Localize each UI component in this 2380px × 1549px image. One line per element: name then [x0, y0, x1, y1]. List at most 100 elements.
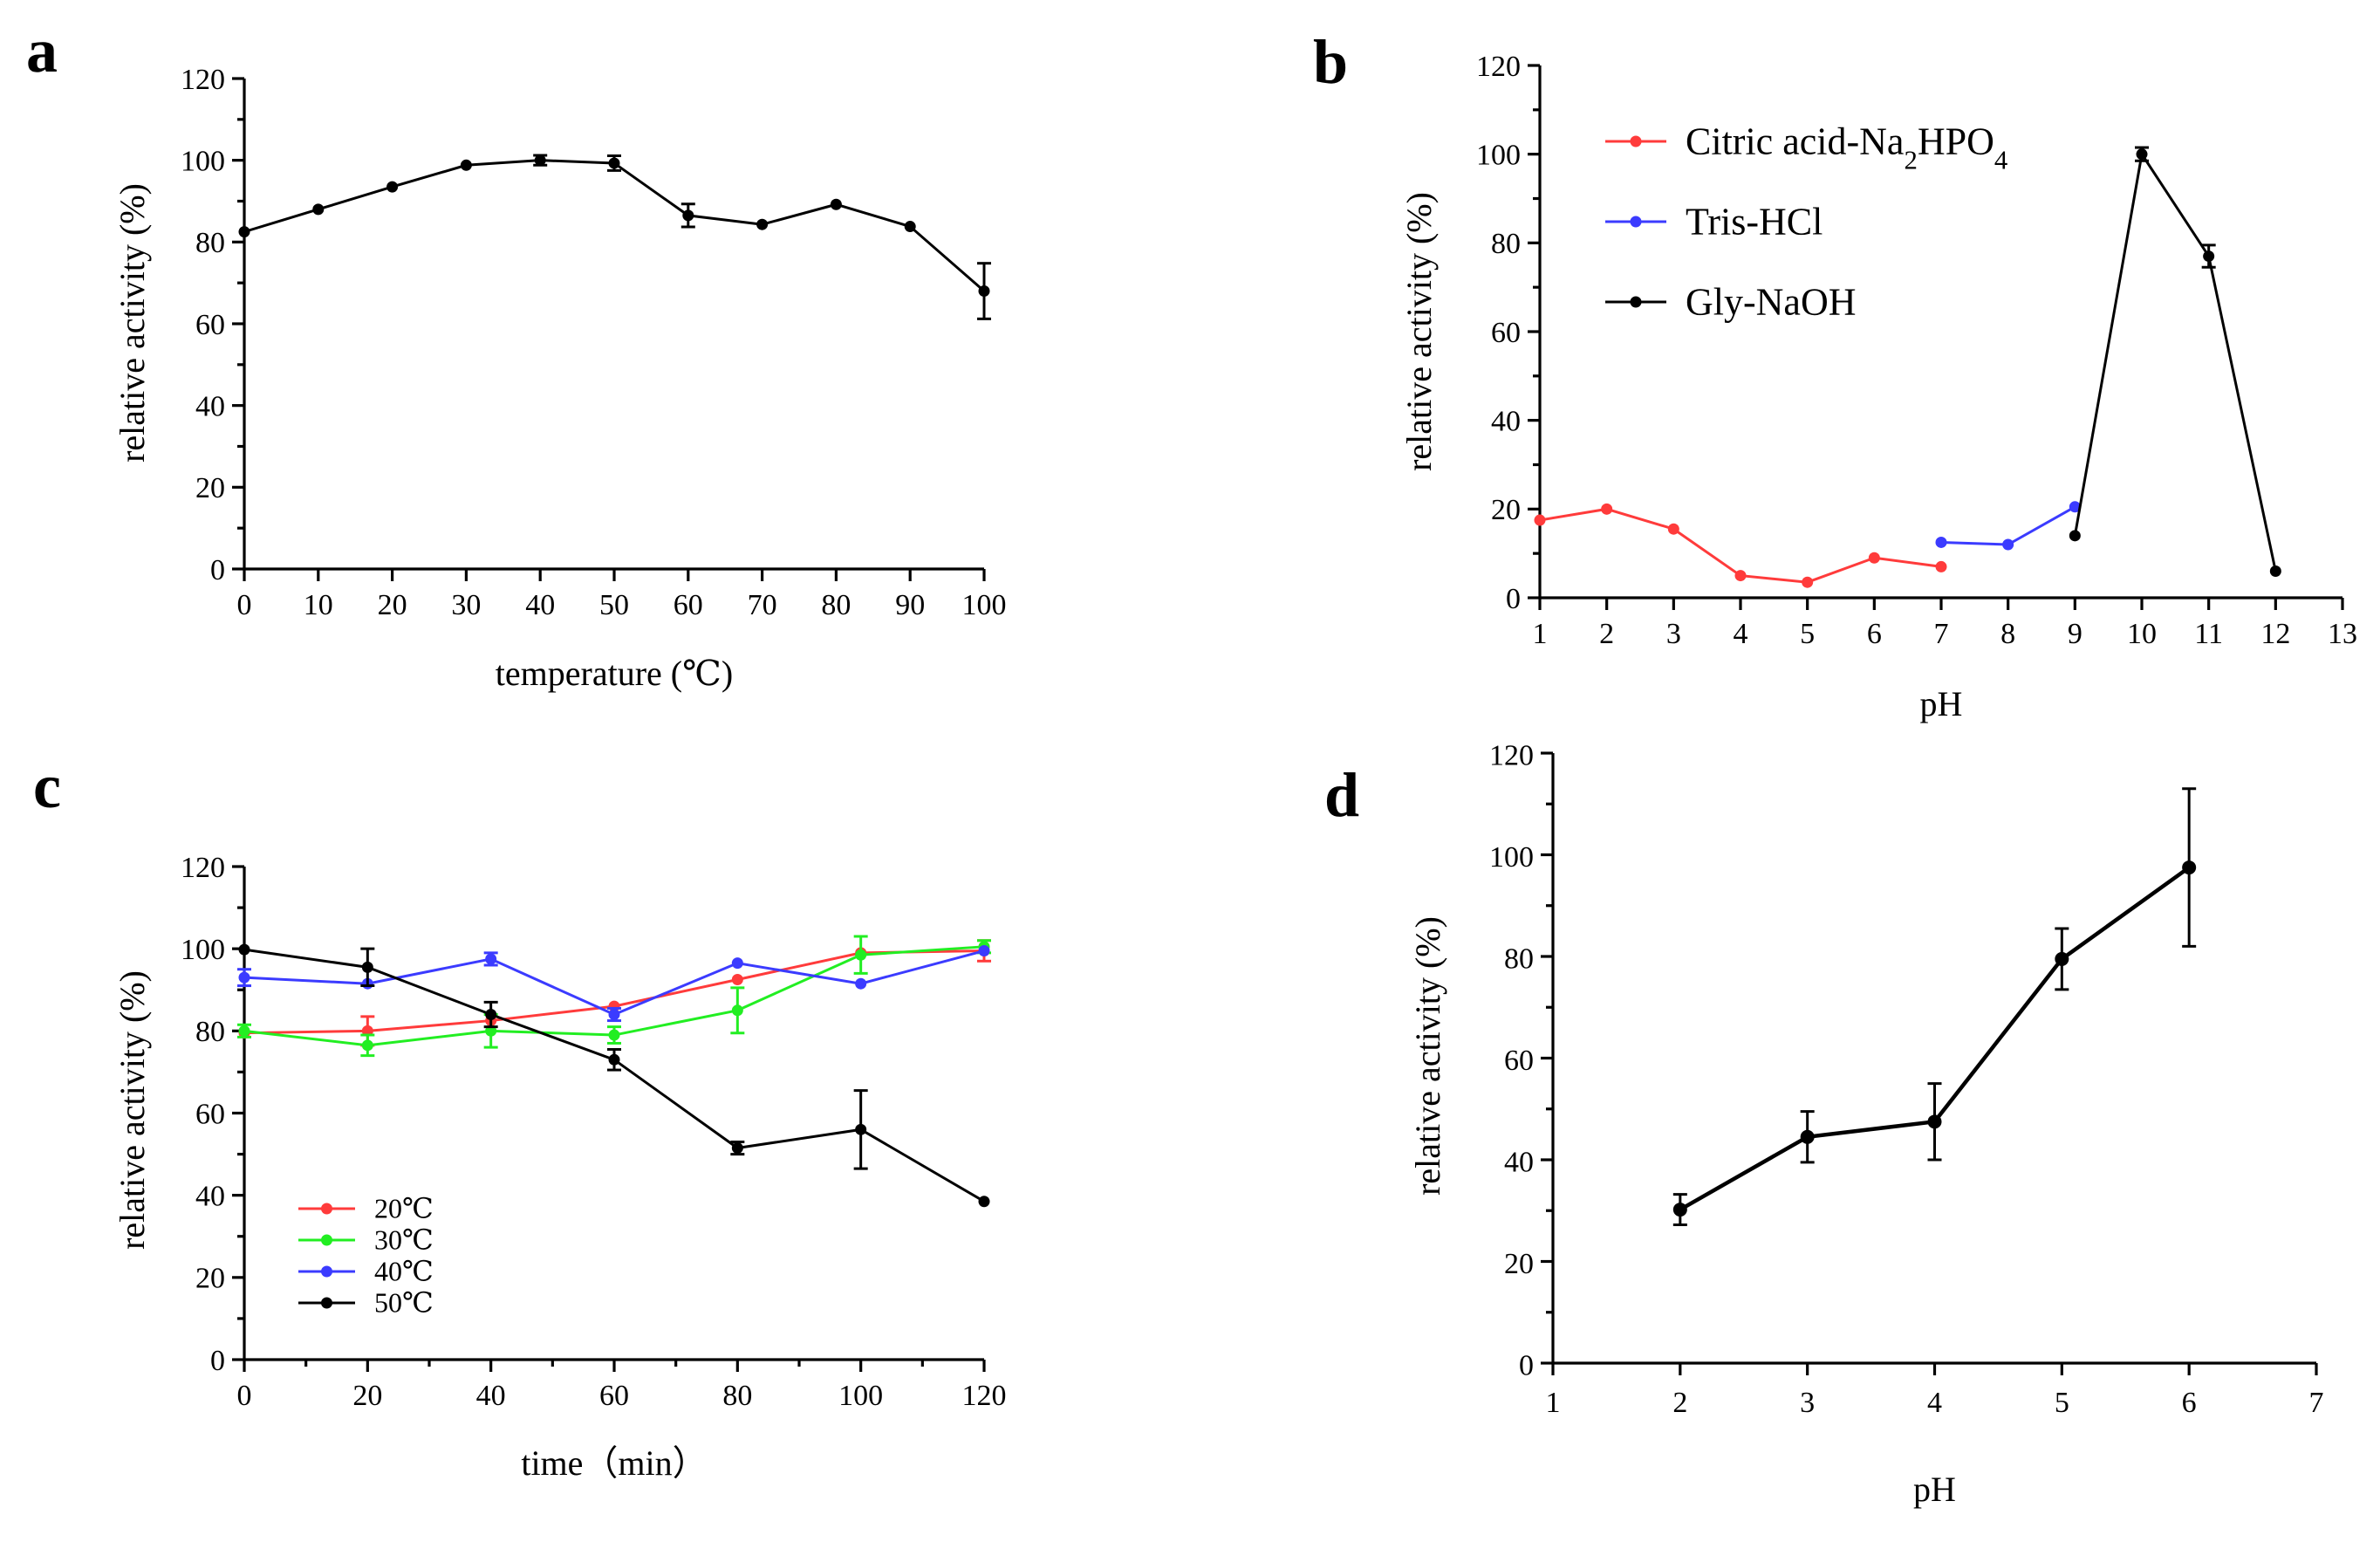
- y-tick-label: 120: [1489, 739, 1534, 771]
- data-point: [386, 181, 399, 193]
- legend-entry: Tris-HCl: [1686, 201, 1823, 243]
- data-point: [1935, 536, 1947, 548]
- data-point: [361, 961, 373, 973]
- legend-marker: [321, 1265, 332, 1278]
- y-tick-label: 100: [181, 146, 225, 178]
- data-point: [1802, 576, 1814, 588]
- x-tick-label: 2: [1599, 618, 1614, 650]
- x-tick-label: 12: [2260, 618, 2290, 650]
- y-tick-label: 40: [1491, 406, 1521, 438]
- data-point: [238, 971, 250, 984]
- panel-c: c 0 20 40 60 80 100 120 0 20 40 60 80 100 120 time（min…: [33, 751, 1007, 1483]
- y-tick-label: 120: [181, 852, 225, 884]
- data-point: [2182, 860, 2197, 875]
- x-tick-label: 40: [476, 1380, 506, 1412]
- data-point: [2055, 951, 2069, 966]
- y-tick-label: 0: [210, 1345, 225, 1377]
- x-tick-label: 7: [1934, 618, 1949, 650]
- data-point: [731, 1142, 743, 1155]
- legend: Citric acid-Na2HPO4 Tris-HCl Gly-NaOH: [1605, 120, 2007, 324]
- series-line: [243, 948, 985, 1203]
- data-point: [978, 1196, 990, 1208]
- y-tick-label: 60: [1504, 1045, 1534, 1077]
- x-tick-label: 1: [1546, 1387, 1561, 1419]
- y-tick-label: 0: [210, 554, 225, 586]
- plot-d: 1 2 3 4 5 6 7 0 20 40 60 80 100 120 pH relative activit…: [1408, 739, 2324, 1509]
- plot-a: 0 10 20 30 40 50 60 70 80 90 100 0 20 40 60 80 100 120 tem…: [113, 64, 1007, 693]
- panel-a: a 0 10 20 30 40 50 60 70 80 90 100 0 20 40 60 80 100 120 t…: [26, 16, 1007, 693]
- x-tick-label: 10: [2127, 618, 2157, 650]
- data-point: [1800, 1129, 1815, 1144]
- series-0: [1672, 787, 2197, 1227]
- x-tick-label: 4: [1927, 1387, 1942, 1419]
- y-tick-label: 120: [1476, 51, 1521, 83]
- x-tick-label: 13: [2328, 618, 2357, 650]
- legend-marker: [321, 1234, 332, 1246]
- legend-marker: [1630, 216, 1642, 228]
- data-point: [2069, 530, 2081, 542]
- data-point: [1601, 503, 1613, 515]
- x-axis-label: time（min）: [521, 1443, 707, 1483]
- legend-entry: 30℃: [374, 1224, 434, 1256]
- series-line: [2073, 150, 2277, 572]
- data-point: [2069, 501, 2081, 513]
- data-point: [855, 949, 867, 961]
- data-point: [2269, 565, 2281, 577]
- x-tick-label: 20: [378, 589, 407, 621]
- data-point: [485, 1009, 497, 1020]
- y-tick-label: 20: [195, 1263, 225, 1295]
- x-tick-label: 30: [451, 589, 481, 621]
- x-tick-label: 0: [237, 1380, 252, 1412]
- x-tick-label: 80: [821, 589, 851, 621]
- series-1: [237, 935, 991, 1058]
- y-tick-label: 80: [1504, 942, 1534, 975]
- y-axis-label: relative activity (%): [113, 183, 152, 463]
- plot-b: 1 2 3 4 5 6 7 8 9 10 11 12 13020406080100120pHrelati…: [1399, 51, 2357, 723]
- x-axis-label: temperature (℃): [496, 654, 733, 693]
- x-tick-label: 120: [962, 1380, 1007, 1412]
- data-point: [2136, 148, 2148, 161]
- x-tick-label: 80: [722, 1380, 752, 1412]
- data-point: [731, 1004, 743, 1017]
- data-point: [1534, 514, 1546, 526]
- y-tick-label: 40: [195, 391, 225, 423]
- y-tick-label: 20: [1504, 1248, 1534, 1280]
- data-point: [855, 1123, 867, 1135]
- y-axis-label: relative activity (%): [1408, 916, 1447, 1196]
- x-tick-label: 6: [1867, 618, 1882, 650]
- x-tick-label: 1: [1533, 618, 1548, 650]
- data-point: [830, 198, 842, 210]
- x-tick-label: 100: [838, 1380, 883, 1412]
- y-tick-label: 80: [195, 1016, 225, 1048]
- x-tick-label: 3: [1800, 1387, 1815, 1419]
- data-point: [608, 1009, 620, 1020]
- x-tick-label: 60: [674, 589, 703, 621]
- data-point: [1672, 1203, 1687, 1217]
- data-point: [731, 957, 743, 970]
- x-axis-label: pH: [1920, 684, 1963, 723]
- y-tick-label: 60: [195, 1098, 225, 1130]
- data-point: [1667, 523, 1679, 535]
- y-tick-label: 120: [181, 64, 225, 96]
- series-0: [238, 154, 991, 320]
- panel-label-c: c: [33, 751, 61, 821]
- data-point: [238, 943, 250, 956]
- x-tick-label: 0: [237, 589, 252, 621]
- x-tick-label: 60: [599, 1380, 629, 1412]
- y-tick-label: 60: [1491, 317, 1521, 349]
- series-2: [237, 945, 990, 1023]
- data-point: [904, 221, 916, 233]
- y-axis-label: relative activity (%): [1399, 192, 1439, 471]
- legend: 20℃30℃40℃50℃: [298, 1193, 434, 1319]
- legend-entry: 20℃: [374, 1193, 434, 1224]
- data-point: [534, 154, 546, 167]
- legend-entry: Gly-NaOH: [1686, 281, 1857, 324]
- legend-entry: 40℃: [374, 1256, 434, 1287]
- x-tick-label: 9: [2068, 618, 2082, 650]
- data-point: [312, 203, 325, 216]
- data-point: [1935, 560, 1947, 572]
- y-tick-label: 80: [1491, 228, 1521, 260]
- legend-marker: [321, 1203, 332, 1215]
- data-point: [978, 285, 990, 298]
- x-tick-label: 6: [2182, 1387, 2197, 1419]
